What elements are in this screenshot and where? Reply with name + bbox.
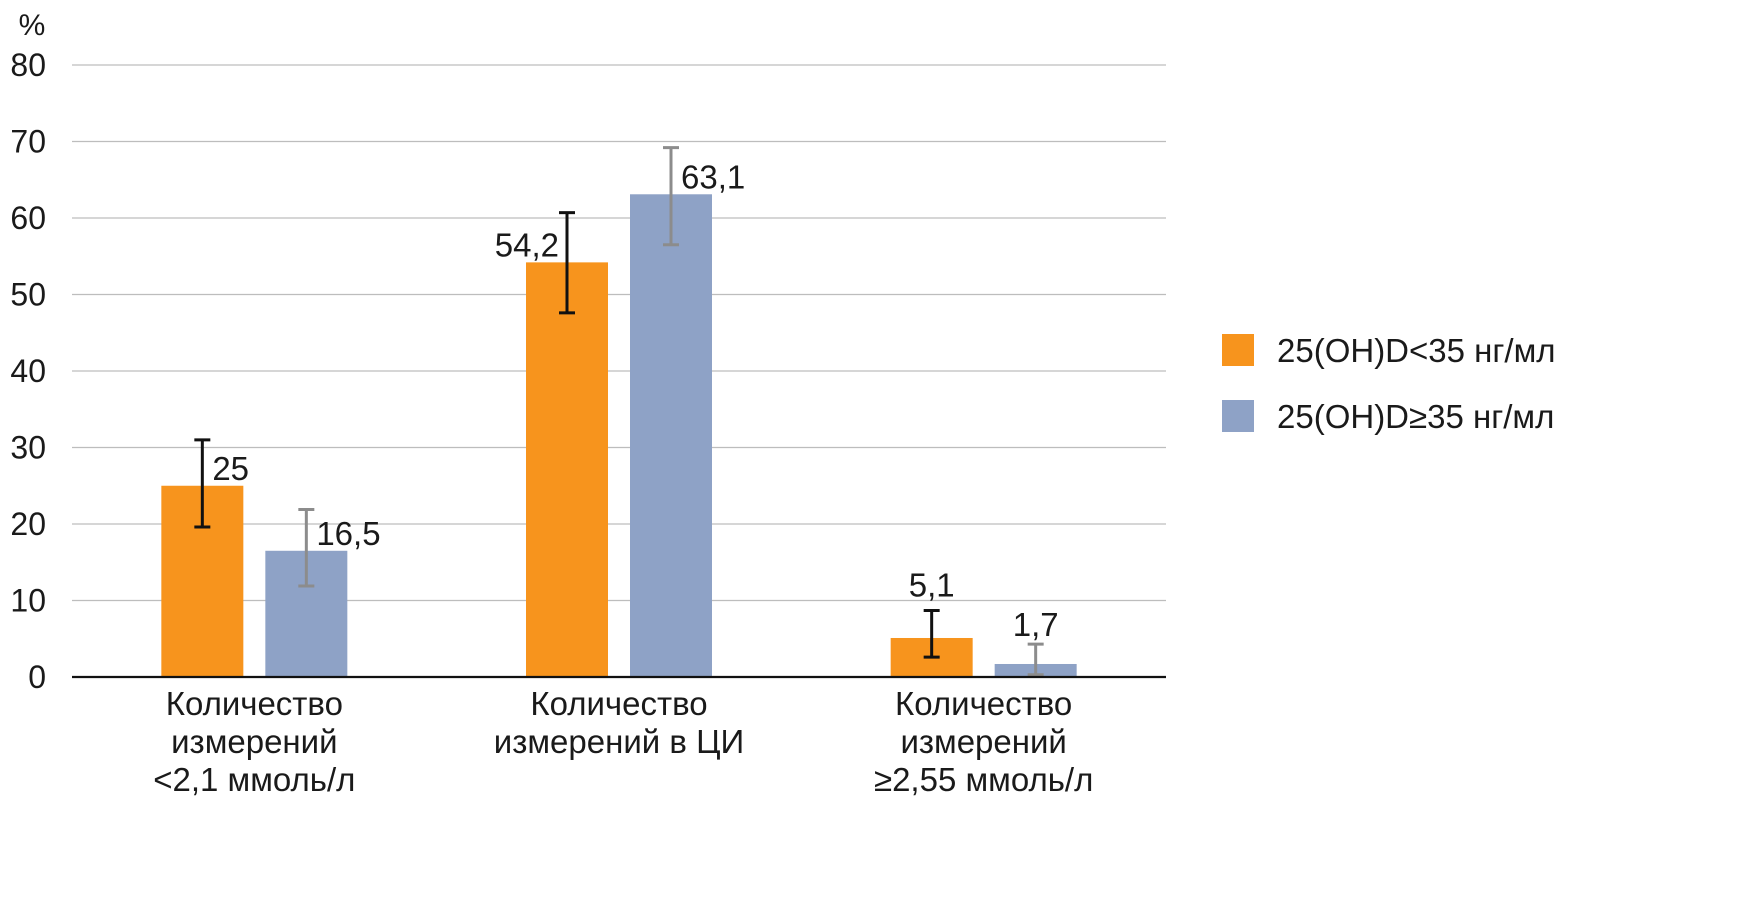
x-category-label: измерений — [900, 723, 1066, 760]
y-tick-label: 60 — [10, 200, 46, 236]
legend-swatch-series-2 — [1222, 400, 1254, 432]
legend-swatch-series-1 — [1222, 334, 1254, 366]
x-category-label: Количество — [166, 685, 343, 722]
error-bar-series-1-category-2 — [559, 211, 575, 315]
data-label-series-1-category-2: 54,2 — [495, 226, 559, 263]
data-labels: 25 54,2 5,1 16,5 63,1 1,7 — [212, 158, 1058, 643]
data-label-series-1-category-1: 25 — [212, 450, 249, 487]
y-tick-label: 40 — [10, 353, 46, 389]
y-tick-label: 70 — [10, 124, 46, 160]
error-bars — [194, 146, 1044, 677]
legend: 25(OH)D<35 нг/мл 25(OH)D≥35 нг/мл — [1222, 332, 1556, 435]
y-tick-label: 80 — [10, 47, 46, 83]
legend-label-series-2: 25(OH)D≥35 нг/мл — [1277, 398, 1554, 435]
y-tick-label: 0 — [28, 659, 46, 695]
data-label-series-2-category-2: 63,1 — [681, 158, 745, 195]
data-label-series-2-category-3: 1,7 — [1013, 606, 1059, 643]
x-category-label: ≥2,55 ммоль/л — [874, 761, 1093, 798]
x-category-label: <2,1 ммоль/л — [153, 761, 355, 798]
error-bar-series-1-category-3 — [923, 608, 940, 659]
legend-label-series-1: 25(OH)D<35 нг/мл — [1277, 332, 1556, 369]
error-bar-series-1-category-1 — [194, 438, 211, 529]
error-bar-series-2-category-2 — [663, 146, 679, 247]
data-label-series-2-category-1: 16,5 — [316, 515, 380, 552]
bar-series-1-category-2 — [526, 262, 608, 677]
y-tick-label: 30 — [10, 430, 46, 466]
x-category-label: Количество — [895, 685, 1072, 722]
x-category-label: измерений в ЦИ — [494, 723, 744, 760]
axes: 01020304050607080%Количествоизмерений<2,… — [10, 9, 1166, 798]
data-label-series-1-category-3: 5,1 — [909, 566, 955, 603]
y-tick-label: 10 — [10, 583, 46, 619]
y-unit-label: % — [19, 9, 46, 42]
y-tick-label: 50 — [10, 277, 46, 313]
error-bar-series-2-category-3 — [1027, 642, 1044, 677]
bar-series-2-category-2 — [630, 194, 712, 677]
bars — [161, 194, 1077, 677]
x-category-label: измерений — [171, 723, 337, 760]
error-bar-series-2-category-1 — [298, 507, 315, 588]
x-category-label: Количество — [530, 685, 707, 722]
y-tick-label: 20 — [10, 506, 46, 542]
gridlines — [72, 64, 1166, 602]
